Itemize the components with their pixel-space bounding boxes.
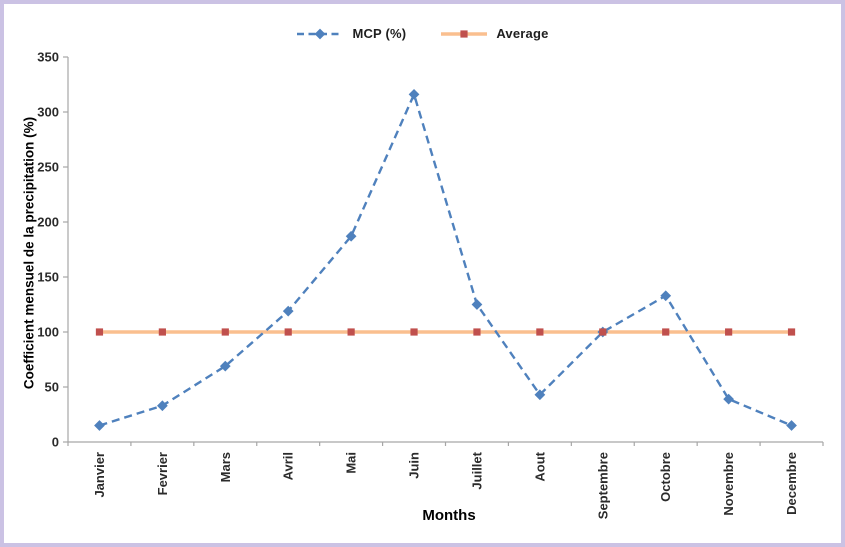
x-tick-label: Aout xyxy=(532,451,547,481)
mcp-data-marker xyxy=(219,360,231,372)
legend-label-average: Average xyxy=(496,26,549,41)
chart-legend: MCP (%) Average xyxy=(4,26,841,41)
y-tick-label: 100 xyxy=(37,325,59,340)
average-data-marker xyxy=(787,328,796,336)
x-tick-label: Septembre xyxy=(595,452,610,519)
average-data-marker xyxy=(599,328,607,336)
mcp-data-marker xyxy=(408,89,420,100)
x-tick-label: Mars xyxy=(218,452,233,482)
x-tick-label: Avril xyxy=(281,452,296,480)
y-tick-label: 150 xyxy=(37,270,59,285)
y-tick-label: 350 xyxy=(37,50,59,65)
legend-label-mcp: MCP (%) xyxy=(352,26,407,41)
y-tick-label: 50 xyxy=(45,380,59,395)
legend-item-average: Average xyxy=(440,26,548,41)
x-axis-title: Months xyxy=(422,507,476,524)
x-tick-label: Juin xyxy=(407,452,422,479)
y-tick-label: 300 xyxy=(37,105,59,120)
y-tick-label: 250 xyxy=(37,160,59,175)
x-tick-label: Juillet xyxy=(469,451,484,489)
legend-item-mcp: MCP (%) xyxy=(296,26,406,41)
average-data-marker xyxy=(725,328,733,336)
mcp-data-marker xyxy=(345,230,357,242)
average-data-marker xyxy=(284,328,292,336)
x-tick-label: Fevrier xyxy=(155,452,170,495)
mcp-line xyxy=(99,90,793,427)
average-data-marker xyxy=(347,328,355,336)
plot-area: 0 50 100 150 200 250 300 350 Janvier Fevrier Mars A… xyxy=(37,50,824,519)
average-data-marker xyxy=(95,328,104,336)
y-axis-title: Coefficient mensuel de la precipitation … xyxy=(21,116,37,390)
y-tick-label: 0 xyxy=(52,435,59,450)
mcp-data-marker xyxy=(723,393,734,405)
average-series-swatch-icon xyxy=(441,29,488,38)
mcp-data-marker xyxy=(471,299,483,310)
average-data-marker xyxy=(221,328,229,336)
mcp-data-marker xyxy=(660,290,672,302)
average-data-marker xyxy=(410,328,418,336)
x-tick-label: Octobre xyxy=(658,452,673,502)
average-data-marker xyxy=(473,328,481,336)
mcp-data-marker xyxy=(94,420,105,431)
mcp-series-swatch-icon xyxy=(297,28,344,39)
y-tick-label: 200 xyxy=(37,215,59,230)
average-data-marker xyxy=(662,328,670,336)
x-tick-label: Janvier xyxy=(92,452,107,498)
mcp-data-marker xyxy=(282,305,294,317)
mcp-data-marker xyxy=(157,400,168,412)
average-data-marker xyxy=(158,328,166,336)
x-tick-label: Mai xyxy=(344,452,359,474)
mcp-data-marker xyxy=(786,420,797,431)
x-tick-label: Novembre xyxy=(721,452,736,516)
average-data-marker xyxy=(536,328,544,336)
x-tick-label: Decembre xyxy=(784,452,799,515)
